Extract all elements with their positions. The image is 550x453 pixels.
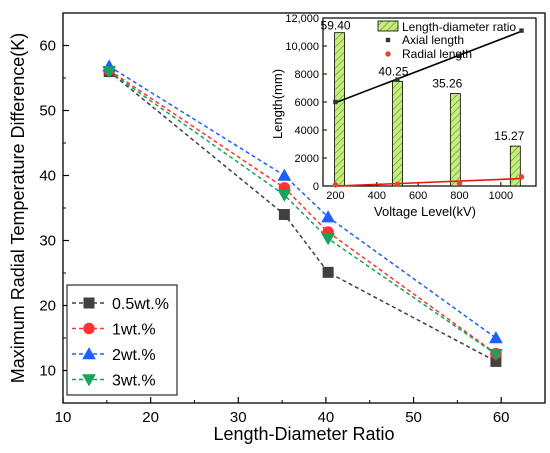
- data-point: [332, 182, 339, 188]
- bar: [334, 32, 345, 187]
- main-x-tick-label: 20: [142, 409, 159, 426]
- inset-y-tick-label: 8000: [295, 69, 319, 81]
- main-y-axis-label: Maximum Radial Temperature Difference(K): [8, 33, 28, 383]
- bar-data-label: 40.25: [378, 64, 408, 78]
- inset-x-tick-label: 400: [368, 190, 386, 202]
- series-line: [108, 70, 497, 355]
- data-point: [277, 189, 292, 202]
- legend-label: 2wt.%: [112, 347, 156, 364]
- data-point: [277, 168, 292, 181]
- bar-data-label: 59.40: [321, 19, 351, 33]
- bar-data-label: 35.26: [432, 77, 462, 91]
- inset-x-tick-label: 200: [326, 190, 344, 202]
- main-x-tick-label: 10: [55, 409, 72, 426]
- main-legend-items: 0.5wt.% 1wt.% 2wt.% 3wt.%: [72, 296, 169, 390]
- inset-y-tick-label: 12,000: [285, 13, 319, 25]
- inset-x-tick-label: 800: [450, 190, 468, 202]
- main-y-tick-label: 20: [39, 298, 56, 315]
- legend-label: 3wt.%: [112, 373, 156, 390]
- inset-x-tick-label: 600: [409, 190, 427, 202]
- data-point: [518, 174, 525, 180]
- inset-x-tick-label: 1000: [489, 190, 513, 202]
- legend-marker: [82, 347, 96, 360]
- series-line: [108, 70, 497, 363]
- data-point: [394, 181, 401, 188]
- data-point: [457, 53, 462, 58]
- fit-line: [335, 177, 522, 187]
- data-point: [395, 77, 400, 82]
- inset-legend-label: Radial length: [402, 47, 472, 61]
- bar: [449, 93, 461, 187]
- data-point: [333, 99, 338, 105]
- legend-marker: [83, 297, 95, 309]
- bar-data-label: 15.27: [494, 129, 524, 143]
- bar: [509, 145, 521, 187]
- inset-y-tick-label: 6000: [295, 97, 319, 109]
- inset-bars: 59.40 40.25 35.26 15.27: [321, 19, 525, 187]
- data-point: [321, 233, 335, 246]
- data-point: [456, 180, 463, 186]
- inset-y-tick-label: 0: [313, 181, 319, 193]
- legend-marker: [83, 322, 95, 335]
- inset-legend-marker: [385, 51, 391, 57]
- main-x-tick-label: 40: [318, 409, 335, 426]
- legend-label: 1wt.%: [112, 322, 156, 339]
- data-point: [490, 355, 502, 367]
- inset-axis-ticks: 200 400 600 800 1000 0 2000 4000 6000 8000 10,000 1…: [285, 13, 513, 202]
- inset-legend-label: Axial length: [402, 33, 464, 47]
- main-y-tick-label: 30: [39, 233, 56, 250]
- main-series-lines: [108, 65, 497, 363]
- main-legend: 0.5wt.% 1wt.% 2wt.% 3wt.%: [66, 284, 178, 396]
- data-point: [489, 331, 503, 344]
- inset-y-tick-label: 10,000: [285, 41, 319, 53]
- inset-y-tick-label: 2000: [295, 153, 319, 165]
- inset-legend-marker: [385, 37, 391, 43]
- data-point: [322, 266, 334, 278]
- inset-plot-frame: [322, 17, 537, 187]
- main-y-tick-label: 40: [39, 168, 56, 185]
- inset-series: [332, 28, 525, 188]
- main-series-markers: [102, 59, 503, 367]
- data-point: [102, 66, 117, 79]
- main-x-tick-label: 30: [230, 409, 247, 426]
- fit-line: [335, 30, 522, 104]
- main-x-axis-label: Length-Diameter Ratio: [213, 424, 394, 444]
- inset-y-axis-label: Length(mm): [270, 69, 285, 139]
- main-x-tick-label: 60: [493, 409, 510, 426]
- legend-marker: [82, 374, 96, 387]
- data-point: [321, 210, 335, 223]
- series-line: [108, 69, 497, 355]
- inset-x-axis-label: Voltage Level(kV): [374, 204, 476, 219]
- inset-legend-label: Length-diameter ratio: [402, 20, 516, 34]
- data-point: [519, 28, 524, 33]
- data-point: [489, 349, 503, 362]
- main-y-tick-label: 50: [39, 103, 56, 120]
- main-axis-ticks: 10 20 30 40 50 60 10 20 30 40 50 60: [39, 38, 509, 427]
- main-x-tick-label: 50: [405, 409, 422, 426]
- bar: [392, 80, 403, 187]
- data-point: [278, 209, 290, 220]
- main-y-tick-label: 60: [39, 38, 56, 55]
- inset-legend-swatch: [377, 20, 399, 32]
- main-y-tick-label: 10: [39, 363, 56, 380]
- legend-label: 0.5wt.%: [112, 296, 169, 313]
- inset-y-tick-label: 4000: [295, 125, 319, 137]
